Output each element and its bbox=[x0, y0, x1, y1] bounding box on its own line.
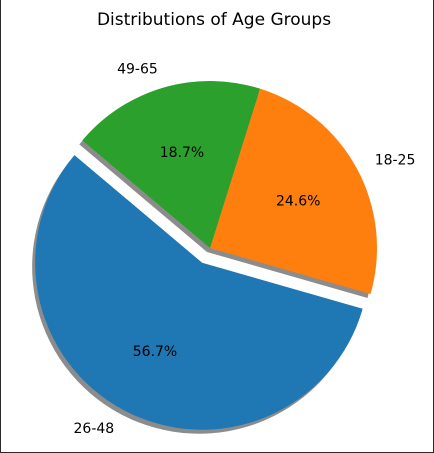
chart-title: Distributions of Age Groups bbox=[97, 10, 331, 30]
slice-labels: 18-25 24.6% 49-65 18.7% 26-48 56.7% bbox=[74, 61, 416, 436]
pie-slice-49-65 bbox=[82, 81, 261, 248]
slice-percent-label: 56.7% bbox=[133, 344, 177, 360]
pie-slice-26-48 bbox=[35, 155, 363, 430]
slice-percent-label: 18.7% bbox=[160, 145, 204, 161]
slice-label: 26-48 bbox=[74, 421, 115, 437]
slice-label: 49-65 bbox=[117, 61, 158, 77]
slice-percent-label: 24.6% bbox=[276, 194, 320, 210]
slice-label: 18-25 bbox=[375, 152, 416, 168]
pie-slice-18-25 bbox=[210, 88, 377, 295]
pie-slices bbox=[35, 81, 377, 430]
